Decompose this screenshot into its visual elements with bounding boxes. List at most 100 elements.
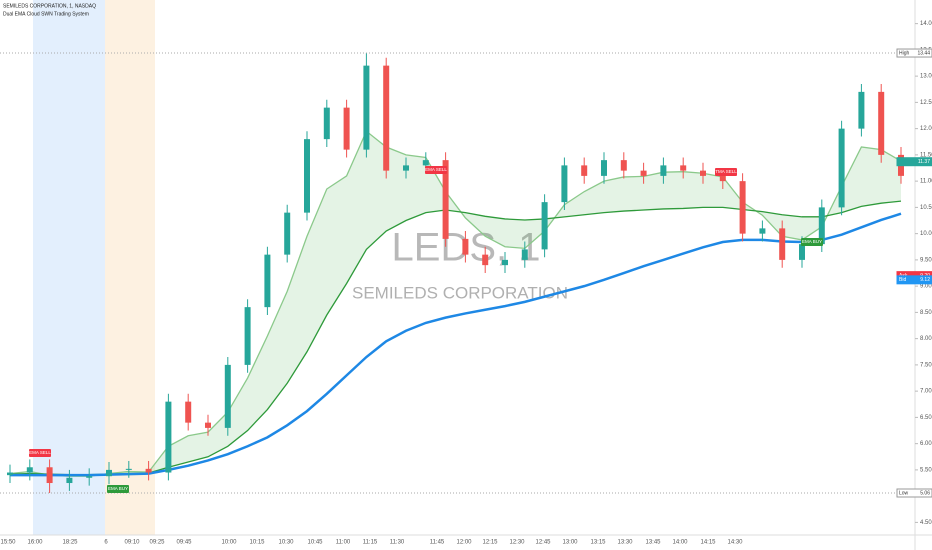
x-tick-label: 12:15 [482, 540, 498, 546]
candle-body [462, 238, 469, 255]
x-tick-label: 13:00 [562, 540, 578, 546]
signal-badge [715, 168, 737, 176]
x-tick-label: 12:30 [509, 540, 525, 546]
x-tick-label: 12:00 [456, 540, 472, 546]
candle-body [759, 228, 766, 234]
candle-body [403, 165, 409, 171]
x-tick-label: 13:30 [617, 540, 633, 546]
price-tag-value: 5.06 [920, 490, 930, 496]
candle-body [422, 160, 429, 166]
x-tick-label: 11:15 [363, 540, 378, 546]
candle-body [660, 165, 667, 176]
price-tag-name: High [899, 50, 910, 56]
signal-text: TMA SELL [715, 169, 737, 174]
price-tag [896, 48, 932, 58]
x-tick-label: 12:45 [535, 540, 551, 546]
candle-body [86, 476, 93, 478]
x-tick-label: 14:15 [700, 540, 716, 546]
signal-text: EMA BUY [108, 486, 128, 491]
x-tick-label: 11:30 [390, 540, 405, 546]
candle-body [640, 170, 647, 176]
candle-body [680, 165, 687, 171]
y-tick-label: 9.00 [920, 284, 932, 290]
y-tick-label: 7.50 [920, 362, 932, 368]
candle-body [46, 467, 53, 484]
ema-line [10, 212, 902, 477]
y-tick-label: 12.00 [920, 126, 932, 132]
signal-badge [801, 238, 823, 246]
x-tick-label: 14:00 [672, 540, 688, 546]
ema-line [9, 130, 902, 477]
price-tag-name: Bid [899, 277, 906, 283]
candle-body [502, 259, 508, 266]
price-tag [896, 488, 932, 498]
candle-body [442, 160, 449, 239]
x-tick-label: 11:00 [336, 540, 351, 546]
candle-body [541, 202, 548, 250]
candle-body [838, 128, 845, 208]
candle-body [581, 165, 588, 176]
candle-body [779, 228, 786, 260]
x-tick-label: 13:45 [645, 540, 661, 546]
candle-body [106, 469, 112, 477]
x-tick-label: 14:30 [727, 540, 743, 546]
candle-body [224, 364, 231, 428]
candle-body [205, 422, 211, 428]
y-tick-label: 5.50 [920, 467, 932, 473]
candle-body [7, 472, 13, 476]
price-tag-value: 13.44 [917, 50, 930, 56]
price-tag [896, 157, 932, 167]
price-tag-value: 11.37 [918, 159, 930, 165]
y-tick-label: 4.50 [920, 520, 932, 526]
x-tick-label: 11:45 [430, 540, 445, 546]
candle-body [383, 65, 390, 171]
candle-body [244, 307, 251, 365]
x-tick-label: 6 [104, 540, 108, 546]
ema-line [9, 200, 902, 476]
candle-body [26, 467, 33, 473]
x-tick-label: 15:50 [0, 540, 16, 546]
y-tick-label: 10.00 [920, 231, 932, 237]
candle-body [343, 107, 350, 150]
x-tick-label: 18:25 [62, 540, 78, 546]
candle-body [165, 401, 172, 473]
price-tag-value: 9.12 [920, 277, 930, 283]
watermark-subtitle: SEMILEDS CORPORATION [352, 283, 568, 302]
candle-body [363, 65, 370, 150]
chart-subtitle: Dual EMA Cloud SWN Trading System [3, 11, 89, 17]
signal-badge [425, 166, 447, 174]
x-tick-label: 09:45 [176, 540, 192, 546]
y-tick-label: 14.00 [920, 21, 932, 27]
x-tick-label: 10:30 [278, 540, 294, 546]
x-tick-label: 13:15 [590, 540, 606, 546]
y-tick-label: 9.50 [920, 257, 932, 263]
candle-body [719, 175, 726, 182]
candle-body [185, 401, 192, 423]
x-tick-label: 09:25 [149, 540, 165, 546]
x-tick-label: 09:10 [124, 540, 140, 546]
y-tick-label: 12.50 [920, 100, 932, 106]
y-tick-label: 10.50 [920, 205, 932, 211]
candle-body [561, 165, 568, 203]
signal-badge [29, 449, 51, 457]
price-tag [896, 275, 932, 285]
x-tick-label: 10:15 [249, 540, 265, 546]
candle-body [521, 249, 528, 260]
candle-body [601, 160, 607, 176]
candle-body [304, 139, 310, 213]
candle-body [66, 477, 73, 484]
y-tick-label: 6.00 [920, 441, 932, 447]
y-tick-label: 8.00 [920, 336, 932, 342]
candle-body [858, 91, 865, 129]
candle-body [818, 207, 825, 245]
signal-text: EMA SELL [29, 450, 51, 455]
candle-body [145, 468, 152, 473]
signal-text: EMA BUY [802, 239, 822, 244]
candle-body [125, 468, 132, 470]
session-shade [105, 0, 155, 535]
y-tick-label: 13.00 [920, 74, 932, 80]
candle-body [323, 107, 330, 140]
candle-body [878, 91, 885, 155]
x-tick-label: 10:45 [307, 540, 323, 546]
